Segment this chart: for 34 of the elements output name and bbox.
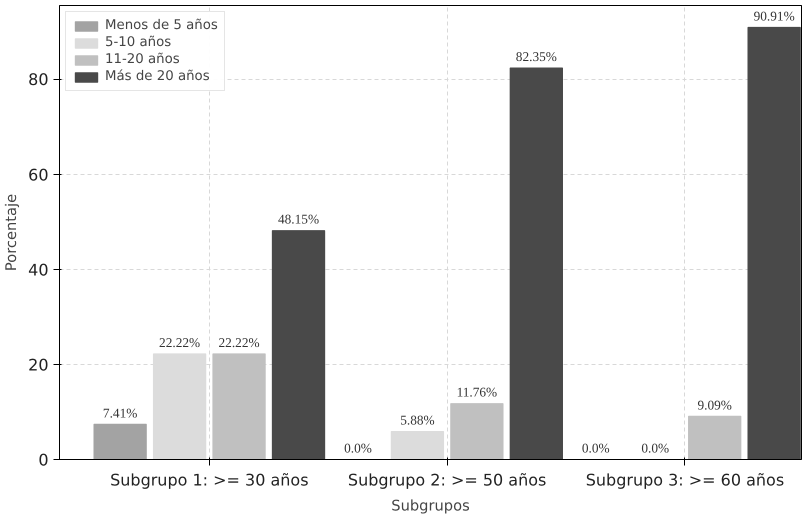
y-tick-label: 20 — [28, 355, 48, 374]
data-label: 5.88% — [400, 412, 435, 428]
data-label: 90.91% — [754, 8, 795, 24]
x-tick-label: Subgrupo 3: >= 60 años — [586, 470, 784, 490]
bar — [390, 431, 444, 460]
y-tick-label: 0 — [38, 450, 49, 470]
y-tick-label: 40 — [28, 260, 48, 280]
legend-label: Más de 20 años — [105, 69, 210, 84]
data-label: 9.09% — [697, 397, 732, 412]
y-tick-label: 80 — [28, 70, 48, 90]
data-label: 0.0% — [344, 440, 372, 456]
bar — [510, 68, 563, 460]
y-axis-title: Porcentaje — [3, 194, 20, 272]
bar — [93, 424, 147, 460]
legend-label: Menos de 5 años — [105, 18, 218, 33]
bar — [450, 403, 504, 460]
data-label: 22.22% — [218, 334, 260, 350]
x-tick-label: Subgrupo 2: >= 50 años — [348, 470, 546, 490]
x-tick-label: Subgrupo 1: >= 30 años — [110, 470, 309, 490]
data-label: 0.0% — [641, 440, 670, 456]
data-label: 11.76% — [456, 384, 498, 400]
legend-label: 5-10 años — [105, 35, 172, 50]
data-label: 82.35% — [516, 49, 557, 64]
data-label: 0.0% — [582, 440, 610, 456]
y-tick-label: 60 — [28, 165, 48, 184]
data-label: 22.22% — [159, 334, 200, 350]
legend-label: 11-20 años — [105, 52, 180, 67]
data-label: 7.41% — [102, 405, 138, 420]
bar — [212, 353, 266, 460]
data-label: 48.15% — [278, 212, 320, 227]
bar — [747, 26, 801, 460]
bar — [272, 230, 326, 460]
x-axis-title: Subgrupos — [391, 498, 470, 514]
bar — [688, 416, 742, 460]
